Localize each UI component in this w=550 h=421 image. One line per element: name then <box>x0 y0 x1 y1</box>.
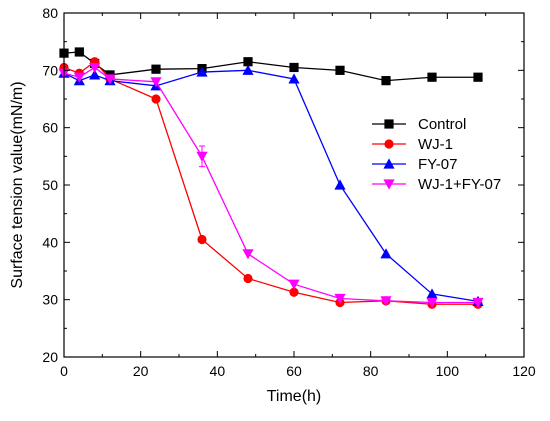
y-axis-label: Surface tension value(mN/m) <box>9 81 26 288</box>
x-tick-label: 20 <box>133 363 149 379</box>
legend-marker <box>384 119 394 129</box>
y-tick-label: 50 <box>42 177 58 193</box>
data-point-fy-07 <box>288 73 300 84</box>
legend-label: WJ-1+FY-07 <box>418 176 501 193</box>
data-point-control <box>335 65 345 75</box>
data-point-wj-1 <box>197 234 207 245</box>
legend-item-wj-1: WJ-1 <box>372 136 453 153</box>
y-tick-label: 80 <box>42 5 58 21</box>
data-point-fy-07 <box>89 69 101 80</box>
x-tick-label: 80 <box>363 363 379 379</box>
data-point-control <box>289 62 299 73</box>
series-line-fy-07 <box>63 69 479 303</box>
legend-item-control: Control <box>372 116 466 133</box>
data-point-fy-07 <box>334 179 346 190</box>
data-point-wj-1 <box>151 94 161 104</box>
data-point-wj-1-fy-07 <box>288 279 300 290</box>
x-axis-label: Time(h) <box>267 388 322 405</box>
legend-item-wj-1-fy-07: WJ-1+FY-07 <box>372 176 501 193</box>
y-tick-label: 40 <box>42 234 58 250</box>
legend-marker <box>384 139 394 149</box>
data-point-wj-1 <box>243 273 253 284</box>
legend-label: FY-07 <box>418 156 457 173</box>
data-point-wj-1-fy-07 <box>150 77 162 88</box>
data-point-wj-1-fy-07 <box>380 296 392 307</box>
x-tick-label: 120 <box>512 363 536 379</box>
series-fy-07 <box>58 64 484 306</box>
legend-marker <box>383 158 395 169</box>
legend: Control WJ-1 FY-07 WJ-1+FY-07 <box>372 116 501 193</box>
data-point-control <box>381 76 391 86</box>
y-tick-label: 20 <box>42 349 58 365</box>
legend-item-fy-07: FY-07 <box>372 156 457 173</box>
data-point-wj-1-fy-07 <box>472 297 484 309</box>
legend-label: Control <box>418 116 466 133</box>
data-point-wj-1-fy-07 <box>334 293 346 305</box>
data-point-control <box>151 64 161 74</box>
data-point-wj-1-fy-07 <box>73 72 85 83</box>
data-point-wj-1-fy-07 <box>426 297 438 309</box>
series-line-control <box>63 51 478 82</box>
y-tick-label: 30 <box>42 292 58 308</box>
data-point-control <box>243 57 253 67</box>
y-tick-label: 70 <box>42 62 58 78</box>
data-point-control <box>473 72 483 82</box>
legend-marker <box>383 179 395 190</box>
data-point-fy-07 <box>380 248 392 259</box>
plot-marks <box>58 47 484 309</box>
data-point-fy-07 <box>242 64 254 75</box>
series-wj-1-fy-07 <box>58 62 484 309</box>
series-line-wj-1 <box>63 60 478 305</box>
data-point-wj-1-fy-07 <box>196 151 208 162</box>
series-line-wj-1-fy-07 <box>63 66 478 304</box>
x-tick-label: 60 <box>286 363 302 379</box>
y-tick-label: 60 <box>42 120 58 136</box>
x-tick-label: 40 <box>210 363 226 379</box>
data-point-wj-1-fy-07 <box>242 249 254 260</box>
data-point-fy-07 <box>196 66 208 77</box>
data-point-wj-1-fy-07 <box>104 74 116 85</box>
data-point-control <box>74 47 84 57</box>
data-point-control <box>427 72 437 82</box>
data-point-wj-1 <box>289 287 299 297</box>
data-point-fy-07 <box>426 288 438 299</box>
data-point-wj-1-fy-07 <box>89 62 101 74</box>
x-tick-label: 100 <box>436 363 460 379</box>
legend-label: WJ-1 <box>418 136 453 153</box>
x-tick-label: 0 <box>60 363 68 379</box>
